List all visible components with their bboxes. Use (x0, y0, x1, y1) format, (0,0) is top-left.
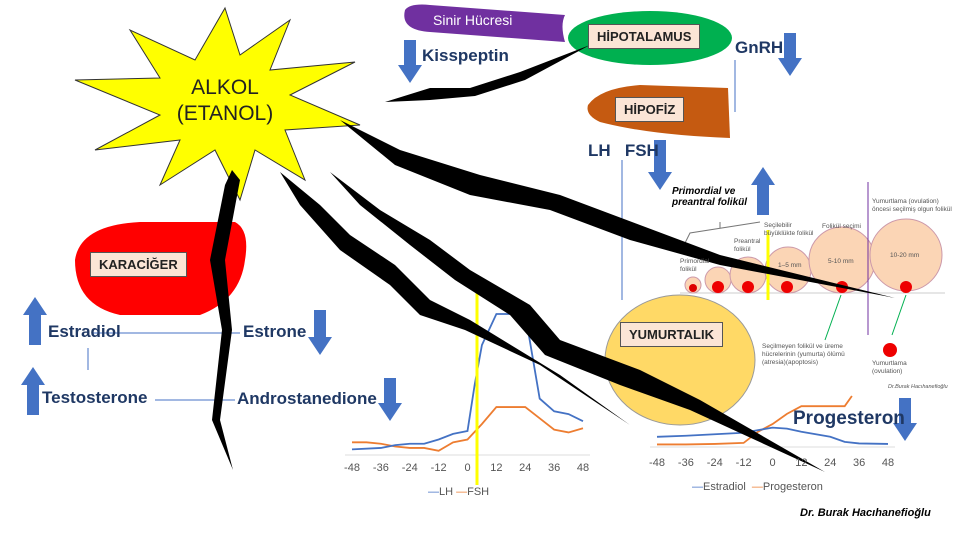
x-tick-label: 48 (881, 457, 895, 469)
x-tick-label: -36 (372, 462, 389, 474)
primordial-preantral-label: Primordial ve preantral folikül (672, 186, 748, 208)
x-tick-label: -36 (677, 457, 694, 469)
testosterone-up-arrow (21, 367, 45, 415)
selection-label: Folikül seçimi (822, 223, 862, 230)
x-tick-label: 12 (490, 462, 503, 474)
pituitary-label: HİPOFİZ (615, 97, 685, 122)
x-tick-label: 24 (519, 462, 532, 474)
x-tick-label: -48 (344, 462, 360, 474)
selectable-label: Seçilebilir büyüklükte folikül (764, 222, 814, 237)
follicle-illustration (680, 182, 945, 357)
estradiol-up-arrow (23, 297, 47, 345)
estrone-label: Estrone (243, 322, 307, 341)
estradiol-label: Estradiol (48, 322, 121, 341)
size-1-label: 1–5 mm (778, 262, 802, 269)
estrone-down-arrow (308, 310, 332, 355)
x-tick-label: 48 (576, 462, 590, 474)
neuron-label: Sinir Hücresi (433, 12, 513, 28)
gnrh-label: GnRH (735, 38, 784, 57)
gnrh-down-arrow (778, 33, 802, 76)
x-tick-label: -12 (430, 462, 447, 474)
alcohol-star (74, 6, 361, 202)
hypothalamus-label: HİPOTALAMUS (588, 24, 701, 49)
progesteron-down-arrow (893, 398, 917, 441)
x-tick-label: 0 (464, 462, 471, 474)
x-tick-label: -24 (401, 462, 418, 474)
arrows (21, 33, 917, 441)
x-tick-label: 12 (795, 457, 808, 469)
fsh-line (352, 406, 584, 452)
lh-line (351, 313, 584, 451)
pre-ovulation-label: Yumurtlama (ovulation) öncesi seçilmiş o… (872, 198, 952, 213)
ovary-label: YUMURTALIK (620, 322, 723, 347)
lh-fsh-chart (345, 290, 590, 485)
lh-fsh-down-arrow (648, 140, 672, 190)
x-tick-label: 0 (769, 457, 776, 469)
liver-label: KARACİĞER (90, 252, 187, 277)
kisspeptin-label: Kisspeptin (422, 46, 509, 65)
kisspeptin-down-arrow (398, 40, 422, 83)
progesteron-label: Progesteron (793, 408, 905, 429)
x-tick-label: 36 (548, 462, 561, 474)
ovulation-label: Yumurtlama (ovulation) (872, 360, 907, 375)
x-tick-label: -12 (735, 457, 752, 469)
x-tick-label: 24 (824, 457, 837, 469)
androstanedione-down-arrow (378, 378, 402, 421)
x-tick-label: -48 (649, 457, 665, 469)
atresia-label: Seçilmeyen folikül ve üreme hücrelerinin… (762, 343, 845, 366)
estradiol-line (656, 426, 889, 445)
estradiol-legend: —Estradiol —Progesteron (692, 481, 823, 493)
size-3-label: 10-20 mm (890, 252, 920, 259)
progesteron-line (657, 395, 853, 446)
follicle-up-arrow (751, 167, 775, 215)
neuron-shape (404, 4, 565, 42)
androstanedione-label: Androstanedione (237, 389, 377, 408)
x-tick-label: -24 (706, 457, 723, 469)
testosterone-label: Testosterone (42, 388, 148, 407)
small-credit: Dr.Burak Hacıhanefioğlu (888, 384, 948, 390)
author-credit: Dr. Burak Hacıhanefioğlu (800, 507, 931, 519)
lh-legend: —LH —FSH (428, 486, 490, 498)
x-tick-label: 36 (853, 457, 866, 469)
lh-fsh-label: LH FSH (588, 141, 659, 160)
alcohol-effect-bolts (210, 45, 895, 472)
preantral-label: Preantral folikül (734, 238, 761, 253)
alcohol-title: ALKOL (ETANOL) (176, 76, 274, 125)
primordial-label: Primordial folikül (680, 258, 710, 273)
size-2-label: 5-10 mm (828, 258, 854, 265)
